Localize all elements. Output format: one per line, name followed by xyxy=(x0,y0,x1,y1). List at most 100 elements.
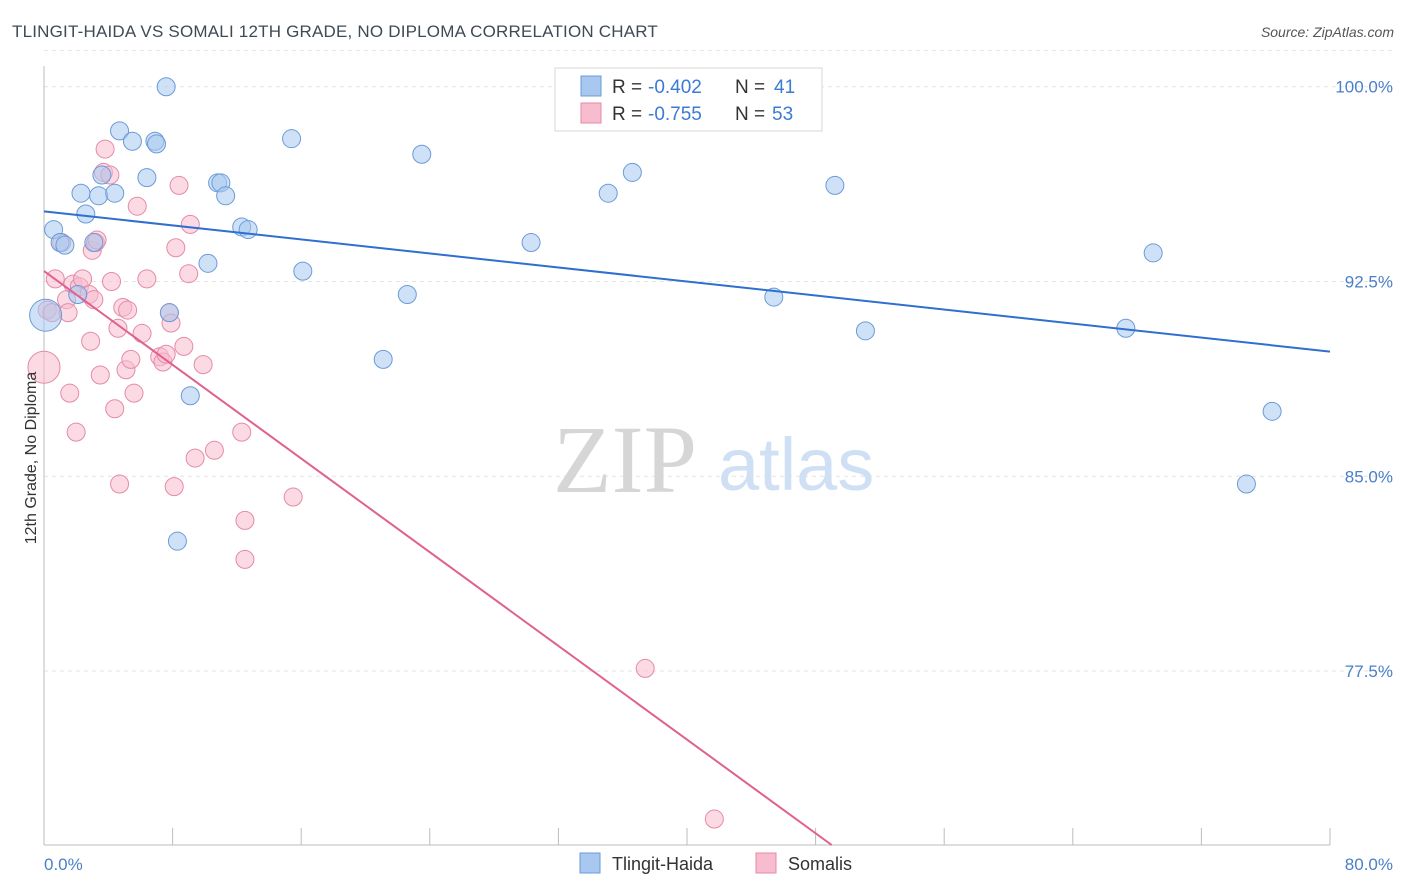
pink-point-25 xyxy=(110,474,130,494)
correlation-legend: R = -0.402 N = 41 R = -0.755 N = 53 xyxy=(554,67,823,132)
blue-point-20 xyxy=(198,253,218,273)
pink-point-40 xyxy=(166,238,186,258)
legend-r-value-pink: -0.755 xyxy=(648,104,702,125)
pink-point-0 xyxy=(27,350,61,384)
pink-point-22 xyxy=(102,272,122,291)
blue-point-40 xyxy=(1236,474,1256,494)
pink-point-7 xyxy=(60,383,80,403)
pink-point-51 xyxy=(283,487,303,507)
pink-point-23 xyxy=(105,399,125,419)
blue-point-11 xyxy=(137,168,157,188)
watermark-zip: ZIP xyxy=(553,406,697,513)
pink-point-47 xyxy=(204,440,224,460)
pink-point-13 xyxy=(81,331,101,351)
pink-point-44 xyxy=(180,214,200,234)
blue-point-10 xyxy=(122,131,142,151)
legend-swatch-pink xyxy=(580,102,602,124)
blue-point-33 xyxy=(622,162,642,182)
blue-point-9 xyxy=(110,121,130,141)
blue-point-19 xyxy=(167,531,187,551)
blue-point-31 xyxy=(521,233,541,253)
x-tick-label-0: 0.0% xyxy=(44,855,83,874)
watermark-atlas: atlas xyxy=(718,423,874,506)
pink-point-48 xyxy=(232,422,252,442)
blue-point-4 xyxy=(71,183,91,203)
blue-point-14 xyxy=(156,77,176,97)
pink-point-43 xyxy=(179,264,199,284)
blue-point-5 xyxy=(76,204,96,224)
blue-point-8 xyxy=(92,165,112,185)
blue-point-3 xyxy=(55,235,75,255)
axes xyxy=(43,66,1331,846)
blue-point-30 xyxy=(412,144,432,164)
legend-r-label-blue: R = xyxy=(612,77,642,98)
blue-point-35 xyxy=(825,175,845,195)
y-tick-labels: 100.0% 92.5% 85.0% 77.5% xyxy=(1335,78,1393,681)
pink-point-18 xyxy=(90,365,110,385)
blue-point-25 xyxy=(238,220,258,240)
blue-trend-line xyxy=(43,210,1331,353)
pink-point-53 xyxy=(704,809,724,829)
chart-title: TLINGIT-HAIDA VS SOMALI 12TH GRADE, NO D… xyxy=(12,22,659,41)
legend-n-value-blue: 41 xyxy=(774,77,795,98)
legend-n-value-pink: 53 xyxy=(772,104,793,125)
legend-n-label-pink: N = xyxy=(735,104,765,125)
pink-point-32 xyxy=(132,323,152,343)
blue-point-34 xyxy=(764,287,784,307)
blue-point-38 xyxy=(1143,243,1163,263)
pink-point-33 xyxy=(137,269,157,289)
y-tick-label-1: 92.5% xyxy=(1345,273,1393,292)
pink-point-46 xyxy=(193,355,213,375)
pink-point-24 xyxy=(108,318,128,338)
pink-point-31 xyxy=(127,196,147,216)
blue-point-36 xyxy=(855,321,875,341)
pink-point-30 xyxy=(124,383,144,403)
blue-point-23 xyxy=(216,186,236,206)
pink-point-52 xyxy=(635,658,655,678)
pink-point-49 xyxy=(235,510,255,530)
blue-point-32 xyxy=(598,183,618,203)
blue-point-27 xyxy=(293,261,313,281)
y-tick-label-0: 100.0% xyxy=(1335,78,1393,97)
blue-point-13 xyxy=(147,134,167,154)
blue-point-6 xyxy=(89,186,109,206)
blue-point-26 xyxy=(282,129,302,149)
series-legend-swatch-blue xyxy=(579,852,601,874)
pink-point-20 xyxy=(95,139,115,159)
legend-n-label-blue: N = xyxy=(735,77,765,98)
pink-point-9 xyxy=(66,422,86,442)
y-tick-label-2: 85.0% xyxy=(1345,467,1393,486)
series-legend-swatch-pink xyxy=(755,852,777,874)
pink-point-15 xyxy=(84,290,104,310)
series-legend-label-blue: Tlingit-Haida xyxy=(612,854,714,874)
series-legend: Tlingit-Haida Somalis xyxy=(579,852,852,874)
blue-point-28 xyxy=(373,349,393,369)
pink-point-28 xyxy=(118,300,138,320)
blue-point-15 xyxy=(159,303,179,323)
pink-point-50 xyxy=(235,549,255,569)
blue-point-18 xyxy=(180,386,200,406)
pink-point-41 xyxy=(169,175,189,195)
blue-point-7 xyxy=(105,183,125,203)
x-tick-labels: 0.0% 80.0% xyxy=(44,855,1393,874)
legend-swatch-blue xyxy=(580,75,602,97)
y-axis-title: 12th Grade, No Diploma xyxy=(23,372,40,545)
y-tick-label-3: 77.5% xyxy=(1345,662,1393,681)
legend-r-label-pink: R = xyxy=(612,104,642,125)
x-tick-label-1: 80.0% xyxy=(1345,855,1393,874)
grid-lines xyxy=(44,49,1392,672)
pink-points xyxy=(27,139,724,829)
source-label: Source: ZipAtlas.com xyxy=(1260,24,1394,40)
pink-point-39 xyxy=(164,477,184,497)
blue-point-17 xyxy=(84,233,104,253)
blue-point-0 xyxy=(29,298,63,332)
blue-points xyxy=(29,77,1282,551)
series-legend-label-pink: Somalis xyxy=(788,854,852,874)
pink-point-42 xyxy=(174,336,194,356)
legend-r-value-blue: -0.402 xyxy=(648,77,702,98)
pink-point-29 xyxy=(121,349,141,369)
blue-point-39 xyxy=(1262,401,1282,421)
pink-trend-line xyxy=(43,270,833,846)
blue-point-29 xyxy=(397,284,417,304)
